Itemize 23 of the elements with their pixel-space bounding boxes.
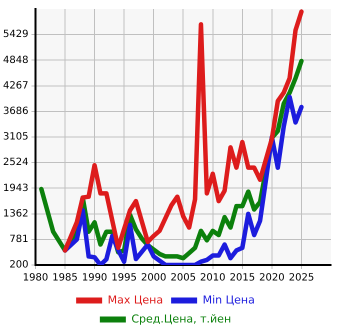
y-tick-label: 3105: [2, 132, 28, 143]
y-tick-label: 1362: [2, 208, 28, 220]
y-tick-label: 1943: [2, 182, 28, 194]
legend-label: Max Цена: [108, 293, 164, 306]
y-tick-label: 2524: [2, 157, 28, 168]
x-tick-label: 2005: [170, 272, 196, 284]
y-tick-label: 3686: [2, 106, 28, 117]
legend-label: Min Цена: [202, 293, 255, 306]
x-tick-label: 2020: [259, 272, 285, 284]
y-tick-label: 200: [9, 260, 28, 271]
y-tick-label: 4267: [2, 80, 28, 92]
y-tick-label: 781: [9, 234, 28, 245]
x-tick-label: 1980: [22, 272, 48, 284]
y-tick-label: 5429: [2, 29, 28, 40]
x-tick-label: 1995: [111, 272, 137, 284]
y-tick-label: 4848: [2, 54, 28, 66]
x-tick-label: 1985: [52, 272, 78, 284]
x-tick-label: 1990: [82, 272, 108, 284]
x-tick-label: 2010: [200, 272, 226, 284]
x-tick-label: 2000: [140, 272, 166, 284]
x-tick-label: 2025: [288, 272, 314, 284]
legend-label: Сред.Цена, т.йен: [131, 312, 232, 326]
x-tick-label: 2015: [230, 272, 256, 284]
